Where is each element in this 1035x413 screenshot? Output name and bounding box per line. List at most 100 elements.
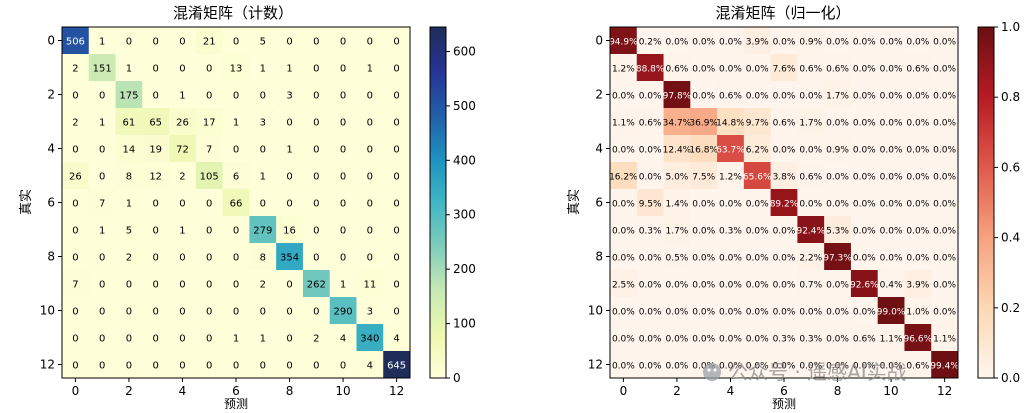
heatmap-cell [249,108,277,136]
heatmap-cell [717,135,745,163]
heatmap-cell [850,189,879,217]
cell-value-label: 0 [153,307,159,318]
heatmap-cell [636,324,664,352]
wechat-icon-dot [707,368,711,372]
cell-value-label: 0.0% [853,92,876,102]
cell-value-label: 0.0% [719,200,742,210]
heatmap-cell [636,189,664,217]
cell-value-label: 0.0% [933,200,956,210]
cell-value-label: 0.0% [933,38,956,48]
heatmap-cell [824,243,852,271]
cell-value-label: 0.6% [826,65,849,75]
heatmap-cell [195,81,224,109]
colorbar-tick-label: 200 [453,262,476,276]
cell-value-label: 26 [176,118,189,129]
cell-value-label: 0.0% [665,38,688,48]
heatmap-cell [88,108,116,136]
cell-value-label: 0 [206,226,212,237]
heatmap-cell [850,81,879,109]
cell-value-label: 0.0% [826,281,849,291]
cell-value-label: 0.0% [639,281,662,291]
heatmap-cells-left: 506 1 0 0 0 21 0 5 0 0 0 0 02 151 1 0 0 0 13 1 1 0 0 1 00 0 175 0 1 0… [62,27,411,379]
heatmap-cell [610,108,638,136]
heatmap-cell [663,162,691,190]
cell-value-label: 89.2% [770,200,799,210]
heatmap-cell [329,351,357,379]
heatmap-cell [717,189,745,217]
cell-value-label: 99.4% [930,362,959,372]
cell-value-label: 97.8% [663,92,692,102]
heatmap-cell [115,162,143,190]
heatmap-cell [302,81,331,109]
cell-value-label: 0 [206,91,212,102]
heatmap-cell [383,162,411,190]
cell-value-label: 0.0% [773,254,796,264]
cell-value-label: 0 [313,64,319,75]
x-tick-label: 0 [620,384,628,398]
heatmap-cell [302,108,331,136]
cell-value-label: 0.0% [719,281,742,291]
cell-value-label: 0.0% [853,308,876,318]
cell-value-label: 17 [203,118,216,129]
cell-value-label: 0.0% [612,362,635,372]
colorbar-tick-label: 0.0 [1001,371,1020,385]
heatmap-cell [850,162,879,190]
heatmap-cell [904,216,932,244]
heatmap-cell [877,324,905,352]
cell-value-label: 1 [179,91,185,102]
cell-value-label: 0.0% [612,92,635,102]
heatmap-cell [850,135,879,163]
cell-value-label: 2.5% [612,281,635,291]
cell-value-label: 1.1% [612,119,635,129]
heatmap-cell [610,81,638,109]
heatmap-cell [770,297,798,325]
heatmap-cell [690,270,718,298]
heatmap-cell [115,54,143,82]
cell-value-label: 0.0% [719,362,742,372]
heatmap-cell [115,243,143,271]
cell-value-label: 0.0% [906,119,929,129]
heatmap-cell [877,135,905,163]
heatmap-cell [169,54,197,82]
cell-value-label: 0.0% [665,335,688,345]
cell-value-label: 34.7% [663,119,692,129]
heatmap-cell [142,108,170,136]
cell-value-label: 0 [72,145,78,156]
cell-value-label: 88.8% [636,65,665,75]
cell-value-label: 0.0% [826,173,849,183]
cell-value-label: 14.8% [716,119,745,129]
cell-value-label: 1 [367,64,373,75]
cell-value-label: 0.0% [853,173,876,183]
heatmap-cell [88,54,116,82]
cell-value-label: 105 [200,172,219,183]
heatmap-cell [904,351,932,379]
heatmap-cell [88,351,116,379]
cell-value-label: 175 [119,91,138,102]
heatmap-cell [690,135,718,163]
cell-value-label: 2.2% [799,254,822,264]
heatmap-cell [62,27,90,55]
heatmap-cell [222,81,250,109]
cell-value-label: 0.0% [906,200,929,210]
heatmap-cell [743,324,772,352]
cell-value-label: 0 [179,64,185,75]
colorbar-tick-label: 100 [453,317,476,331]
cell-value-label: 0 [206,253,212,264]
y-tick-label: 2 [47,88,55,102]
colorbar-tick-label: 1.0 [1001,20,1020,34]
heatmap-cell [88,81,116,109]
cell-value-label: 3.9% [906,281,929,291]
heatmap-cell [610,189,638,217]
cell-value-label: 1 [233,118,239,129]
cell-value-label: 0 [233,145,239,156]
cell-value-label: 0.0% [746,254,769,264]
heatmap-cell [249,324,277,352]
heatmap-cell [383,324,411,352]
cell-value-label: 66 [230,199,243,210]
cell-value-label: 0 [367,145,373,156]
heatmap-cell [195,189,224,217]
cell-value-label: 0 [206,361,212,372]
heatmap-cell [663,324,691,352]
cell-value-label: 3.9% [746,38,769,48]
